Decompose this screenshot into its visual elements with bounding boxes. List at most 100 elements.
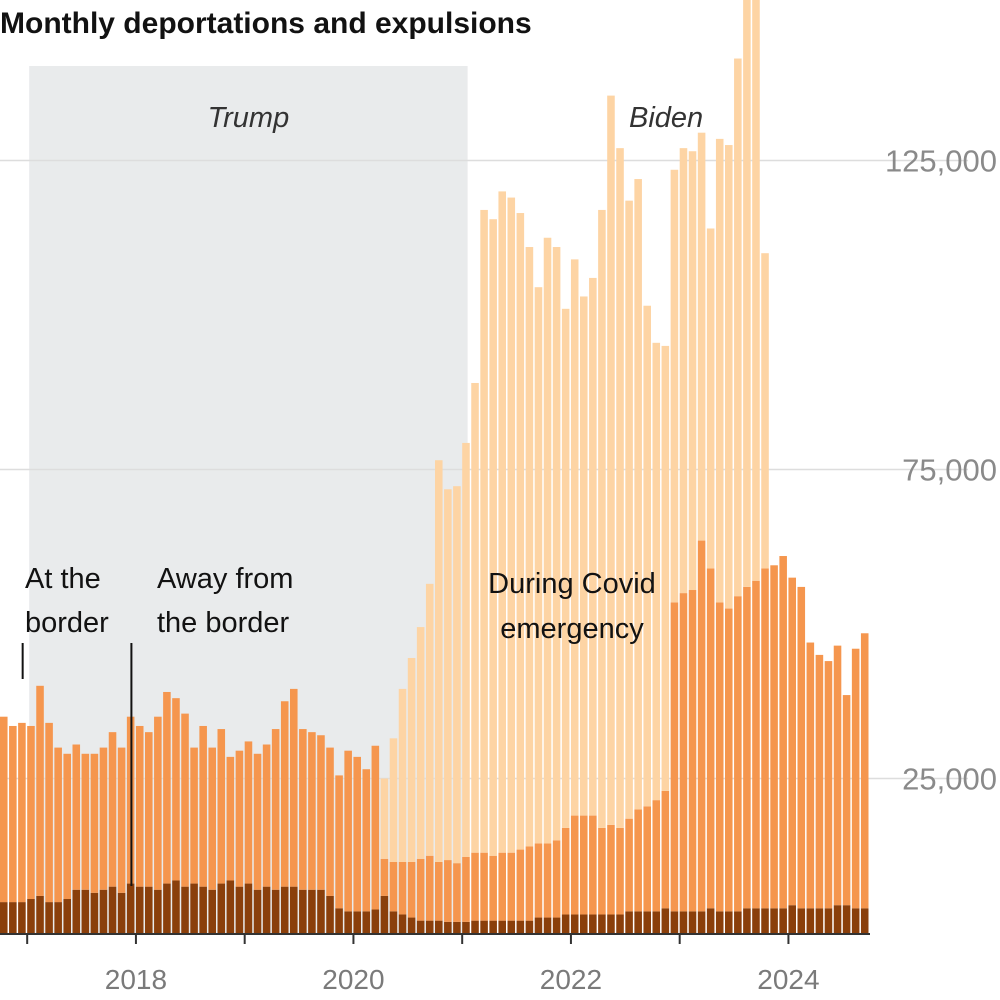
bar-at-border	[145, 732, 153, 887]
bar-away-from-border	[154, 889, 162, 933]
y-tick-label: 125,000	[885, 144, 997, 179]
bar-at-border	[643, 806, 651, 912]
bar-covid-emergency	[507, 197, 516, 853]
bar-away-from-border	[126, 883, 135, 933]
bar-at-border	[462, 856, 470, 922]
bar-away-from-border	[99, 889, 108, 933]
bar-at-border	[706, 568, 715, 909]
bar-away-from-border	[244, 883, 253, 933]
bar-at-border	[135, 725, 144, 887]
bar-at-border	[498, 852, 506, 921]
bar-away-from-border	[45, 902, 53, 933]
bar-at-border	[335, 775, 343, 909]
bar-at-border	[543, 843, 552, 918]
bar-away-from-border	[271, 889, 280, 933]
bar-at-border	[217, 729, 226, 884]
bar-away-from-border	[570, 914, 579, 933]
x-tick-label: 2022	[540, 964, 602, 995]
bar-at-border	[552, 840, 561, 918]
bar-at-border	[36, 685, 44, 896]
bar-covid-emergency	[706, 228, 715, 569]
bar-away-from-border	[580, 914, 588, 933]
bar-away-from-border	[36, 895, 44, 933]
bar-away-from-border	[552, 917, 561, 933]
bar-covid-emergency	[380, 778, 389, 859]
bar-at-border	[761, 568, 769, 909]
bar-at-border	[0, 716, 8, 903]
bar-away-from-border	[525, 920, 534, 933]
bar-away-from-border	[362, 911, 371, 933]
bar-at-border	[380, 858, 389, 896]
bar-away-from-border	[326, 895, 334, 933]
bar-away-from-border	[625, 911, 633, 933]
bar-away-from-border	[507, 920, 516, 933]
bar-away-from-border	[72, 889, 81, 933]
bar-at-border	[734, 596, 742, 912]
bar-covid-emergency	[525, 247, 534, 847]
bar-at-border	[471, 852, 479, 921]
bar-at-border	[480, 852, 488, 921]
bar-away-from-border	[262, 886, 271, 933]
bar-at-border	[244, 741, 253, 884]
bar-at-border	[181, 713, 189, 887]
bar-at-border	[353, 756, 361, 912]
period-labels: Trump Biden	[208, 102, 704, 134]
y-tick-label: 25,000	[902, 762, 997, 797]
annotation-covid-emergency: During Covid emergency	[488, 568, 656, 645]
bar-at-border	[661, 790, 670, 909]
bar-covid-emergency	[552, 247, 561, 841]
bar-covid-emergency	[607, 95, 615, 825]
y-tick-labels: 25,000 75,000 125,000	[885, 144, 997, 797]
bar-covid-emergency	[679, 148, 688, 594]
chart-title: Monthly deportations and expulsions	[0, 7, 532, 40]
bar-away-from-border	[18, 902, 26, 933]
bar-covid-emergency	[661, 345, 670, 791]
bar-away-from-border	[489, 920, 497, 933]
bar-away-from-border	[661, 908, 670, 933]
bar-at-border	[407, 861, 416, 918]
bar-away-from-border	[398, 914, 407, 933]
bar-covid-emergency	[643, 305, 651, 807]
bar-away-from-border	[634, 911, 642, 933]
bar-away-from-border	[797, 908, 806, 933]
bar-away-from-border	[335, 908, 343, 933]
bar-covid-emergency	[416, 627, 425, 859]
bar-away-from-border	[498, 920, 506, 933]
bar-covid-emergency	[516, 213, 525, 850]
bar-covid-emergency	[389, 738, 398, 862]
bar-away-from-border	[516, 920, 525, 933]
bar-away-from-border	[145, 886, 153, 933]
bar-at-border	[634, 809, 642, 912]
bar-at-border	[72, 744, 81, 890]
bar-at-border	[652, 800, 661, 912]
bar-covid-emergency	[471, 382, 479, 853]
bar-away-from-border	[860, 908, 869, 933]
bar-at-border	[489, 855, 497, 921]
bar-away-from-border	[280, 886, 289, 933]
bar-away-from-border	[435, 920, 443, 933]
bar-covid-emergency	[616, 148, 624, 828]
bar-away-from-border	[589, 914, 597, 933]
bar-away-from-border	[108, 886, 117, 933]
bar-covid-emergency	[543, 237, 552, 844]
bar-at-border	[389, 861, 398, 912]
bar-away-from-border	[561, 914, 570, 933]
bar-covid-emergency	[498, 191, 506, 853]
bar-away-from-border	[824, 908, 833, 933]
bar-covid-emergency	[561, 308, 570, 828]
bar-at-border	[752, 580, 760, 909]
bar-at-border	[27, 725, 35, 900]
bar-at-border	[598, 827, 606, 915]
bar-covid-emergency	[570, 259, 579, 816]
bar-covid-emergency	[670, 169, 679, 603]
bar-at-border	[117, 747, 126, 893]
bar-away-from-border	[752, 908, 760, 933]
bar-away-from-border	[643, 911, 651, 933]
bar-at-border	[534, 843, 543, 918]
bar-away-from-border	[842, 905, 851, 933]
bar-at-border	[561, 827, 570, 915]
x-tick-label: 2018	[105, 964, 167, 995]
annotations: At the border Away from the border During Co…	[21, 563, 656, 886]
bar-at-border	[253, 753, 262, 890]
bar-at-border	[362, 769, 371, 912]
